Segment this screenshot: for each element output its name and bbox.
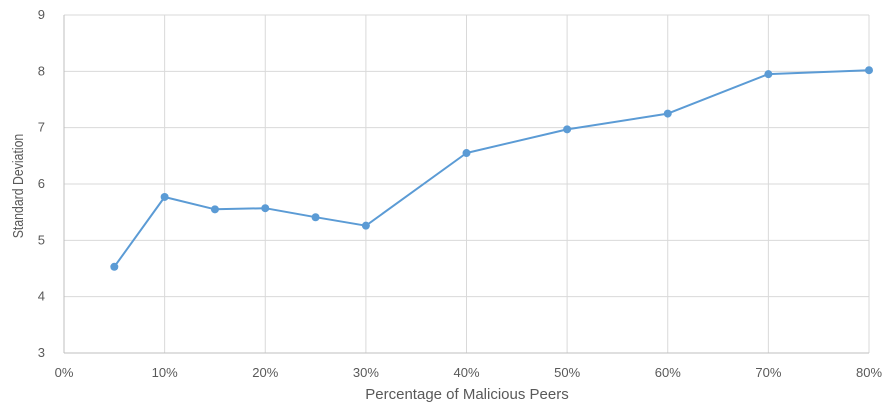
y-axis-title: Standard Deviation bbox=[10, 134, 26, 239]
data-point bbox=[160, 192, 169, 201]
y-tick-label: 9 bbox=[38, 7, 45, 22]
y-tick-label: 6 bbox=[38, 176, 45, 191]
x-axis-title: Percentage of Malicious Peers bbox=[365, 386, 568, 403]
data-point bbox=[865, 66, 873, 75]
data-point bbox=[261, 204, 270, 213]
grid-lines bbox=[64, 14, 870, 353]
y-tick-label: 8 bbox=[38, 63, 45, 78]
data-point bbox=[311, 213, 320, 222]
x-tick-label: 10% bbox=[152, 365, 178, 380]
series-line bbox=[113, 69, 870, 268]
y-tick-label: 3 bbox=[38, 345, 45, 360]
y-tick-label: 7 bbox=[38, 120, 45, 135]
x-tick-label: 70% bbox=[755, 365, 781, 380]
x-tick-label: 20% bbox=[252, 365, 278, 380]
series bbox=[110, 66, 873, 271]
y-tick-label: 5 bbox=[38, 232, 45, 247]
x-tick-label: 0% bbox=[55, 365, 74, 380]
x-tick-label: 80% bbox=[856, 365, 882, 380]
data-point bbox=[764, 70, 773, 79]
y-tick-labels: 3 4 5 6 7 8 9 bbox=[38, 7, 45, 360]
data-point bbox=[210, 205, 219, 214]
data-point bbox=[110, 262, 119, 271]
data-point bbox=[462, 149, 471, 158]
x-tick-label: 40% bbox=[453, 365, 479, 380]
x-tick-label: 60% bbox=[655, 365, 681, 380]
x-tick-labels: 0% 10% 20% 30% 40% 50% 60% 70% 80% bbox=[55, 365, 883, 380]
data-point bbox=[563, 125, 572, 134]
x-tick-label: 30% bbox=[353, 365, 379, 380]
data-point bbox=[663, 109, 672, 118]
axes bbox=[63, 15, 869, 354]
data-point bbox=[361, 221, 370, 230]
x-tick-label: 50% bbox=[554, 365, 580, 380]
y-tick-label: 4 bbox=[38, 289, 45, 304]
